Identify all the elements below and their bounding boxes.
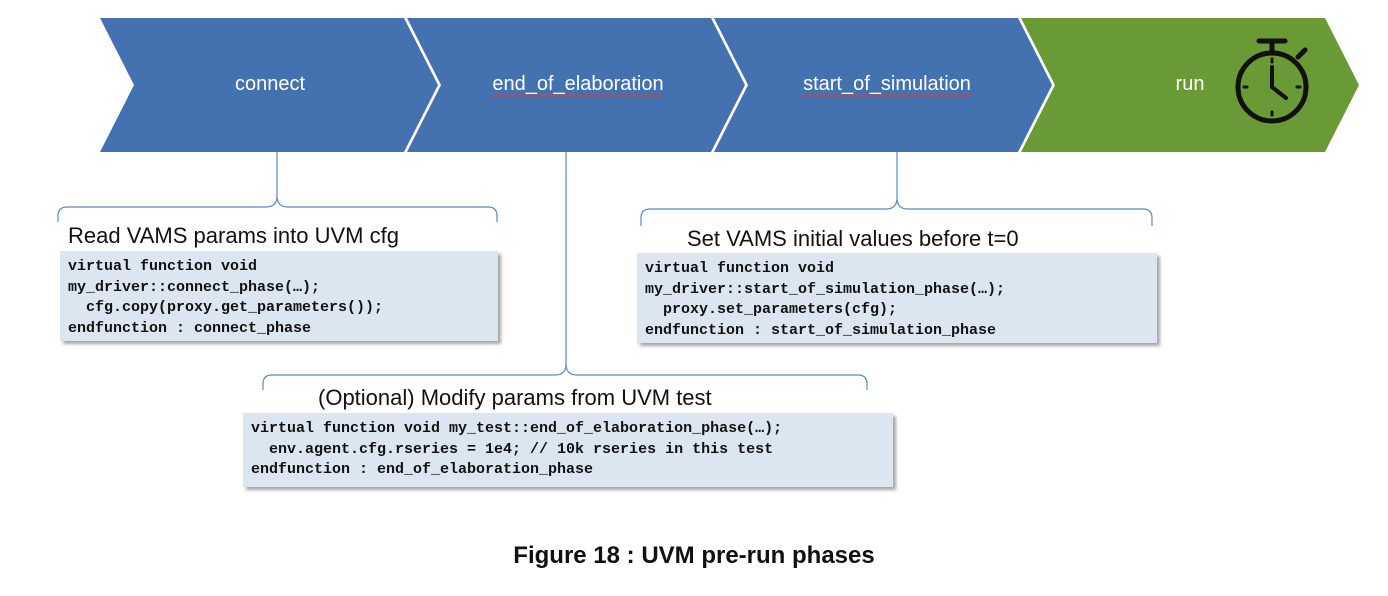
code-line: endfunction : connect_phase: [68, 319, 312, 337]
phase-label-start-of-simulation: start_of_simulation: [803, 73, 971, 95]
phase-label-end-of-elaboration: end_of_elaboration: [492, 73, 664, 95]
code-line: cfg.copy(proxy.get_parameters());: [68, 299, 384, 316]
callout-bracket-start-of-simulation: [640, 152, 1153, 226]
code-line: env.agent.cfg.rseries = 1e4; // 10k rser…: [251, 440, 774, 458]
code-line: endfunction : start_of_simulation_phase: [645, 321, 997, 339]
code-box-end-of-elaboration: virtual function void my_test::end_of_el…: [243, 413, 893, 487]
code-line: virtual function void my_test::end_of_el…: [251, 420, 783, 437]
code-line: proxy.set_parameters(cfg);: [645, 301, 898, 318]
code-line: my_driver::connect_phase(…);: [68, 278, 321, 296]
phase-label-run: run: [1175, 73, 1205, 95]
callout-bracket-end-of-elaboration: [262, 152, 868, 390]
phase-chevron-start-of-simulation: [714, 18, 1052, 152]
phase-chevron-end-of-elaboration: [407, 18, 745, 152]
code-line: endfunction : end_of_elaboration_phase: [251, 461, 594, 478]
code-line: virtual function void: [645, 260, 835, 277]
code-line: virtual function void: [68, 258, 258, 275]
code-line: my_driver::start_of_simulation_phase(…);: [645, 280, 1006, 298]
callout-title-connect: Read VAMS params into UVM cfg: [68, 223, 399, 248]
stopwatch-icon: [1235, 38, 1309, 124]
figure-caption: Figure 18 : UVM pre-run phases: [513, 542, 875, 569]
phase-chevron-connect: [100, 18, 438, 152]
callout-title-start-of-simulation: Set VAMS initial values before t=0: [687, 226, 1019, 251]
code-box-connect: virtual function void my_driver::connect…: [60, 251, 498, 341]
callout-title-end-of-elaboration: (Optional) Modify params from UVM test: [318, 385, 712, 410]
callout-bracket-connect: [57, 152, 498, 222]
code-box-start-of-simulation: virtual function void my_driver::start_o…: [637, 253, 1157, 343]
phase-label-connect: connect: [234, 73, 306, 95]
